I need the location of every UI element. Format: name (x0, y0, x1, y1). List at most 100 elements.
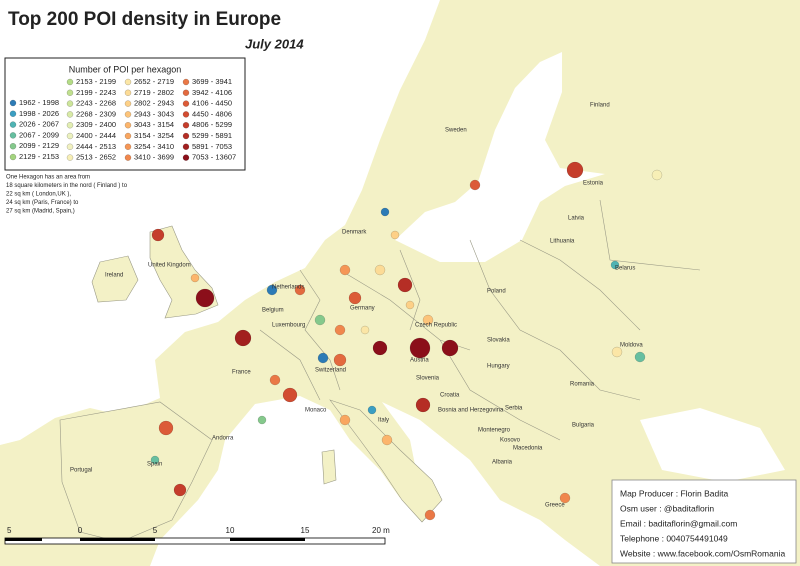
poi (360, 325, 370, 335)
scale-frame (4, 537, 386, 545)
poi (409, 337, 431, 359)
country-label: Croatia (440, 393, 460, 399)
poi (334, 324, 346, 336)
poi (339, 414, 351, 426)
country-label: Romania (570, 382, 595, 388)
baltic-sea (395, 52, 605, 262)
credits-box (611, 479, 797, 564)
legend-swatch (66, 121, 74, 129)
black-sea (640, 408, 785, 482)
poi (372, 340, 388, 356)
country-label: Germany (350, 306, 375, 312)
legend-swatch (9, 142, 17, 150)
legend-label: 4450 - 4806 (192, 109, 232, 118)
poi (634, 351, 646, 363)
poi (610, 260, 620, 270)
country-label: Czech Republic (415, 323, 457, 329)
country-label: Monaco (305, 408, 327, 414)
legend-swatch (9, 110, 17, 118)
poi (151, 228, 165, 242)
note: One Hexagon has an area from 18 square ki… (6, 175, 128, 215)
poi (190, 273, 200, 283)
country-label: Greece (545, 503, 565, 509)
scale-label: 20 m (372, 526, 390, 535)
country-label: Bosnia and Herzegovina (438, 408, 504, 414)
border (259, 199, 701, 441)
mediterranean-sea (150, 396, 600, 566)
legend-swatch (124, 154, 132, 161)
country-label: Hungary (487, 364, 510, 370)
scale-segment (80, 538, 155, 541)
poi (150, 455, 160, 465)
poi (469, 179, 481, 191)
legend-swatch (182, 154, 190, 161)
scale-label: 15 (301, 526, 310, 535)
legend-swatch (124, 121, 132, 129)
poi (314, 314, 326, 326)
scale-segment (5, 538, 42, 541)
poi (390, 230, 400, 240)
country-label: Luxembourg (272, 323, 305, 329)
legend-swatch (182, 78, 190, 86)
scale-label: 10 (226, 526, 235, 535)
country-label: Poland (487, 289, 506, 295)
poi (257, 415, 267, 425)
credits: Map Producer : Florin Badita Osm user : @… (611, 479, 797, 564)
country-label: Moldova (620, 343, 643, 349)
poi (348, 291, 362, 305)
legend-label: 2719 - 2802 (134, 88, 174, 97)
legend-label: 2099 - 2129 (19, 141, 59, 150)
poi (173, 483, 187, 497)
note-line: 24 sq km (Paris, France) to (6, 200, 79, 206)
scale-label: 5 (7, 526, 12, 535)
sardinia-land (321, 449, 337, 485)
scale-label: 5 (153, 526, 158, 535)
country-label: Latvia (568, 216, 585, 222)
legend-label: 2243 - 2268 (76, 99, 116, 108)
country-label: United Kingdom (148, 263, 191, 269)
legend-label: 5299 - 5891 (192, 131, 232, 140)
legend-swatch (124, 132, 132, 140)
iberia-land (59, 401, 213, 543)
legend-swatch (182, 132, 190, 140)
poi (269, 374, 281, 386)
legend-title: Number of POI per hexagon (69, 64, 182, 74)
country-label: Finland (590, 103, 610, 109)
credit-line: Osm user : @baditaflorin (620, 503, 714, 513)
legend-label: 4106 - 4450 (192, 99, 232, 108)
poi (234, 329, 252, 347)
poi (380, 207, 390, 217)
legend-swatch (66, 111, 74, 118)
credit-line: Email : baditaflorin@gmail.com (620, 518, 737, 528)
legend-label: 5891 - 7053 (192, 142, 232, 151)
poi (651, 169, 663, 181)
legend-label: 2400 - 2444 (76, 131, 116, 140)
legend-label: 2026 - 2067 (19, 120, 59, 129)
country-label: Bulgaria (572, 423, 595, 429)
poi (367, 405, 377, 415)
scale-bar: 5 0 5 10 15 20 m (4, 526, 390, 545)
country-label: France (232, 370, 251, 376)
country-label: Netherlands (272, 285, 304, 291)
legend-swatch (9, 99, 17, 107)
legend-label: 2943 - 3043 (134, 109, 174, 118)
country-label: Serbia (505, 406, 523, 412)
country-label: Belarus (615, 266, 635, 272)
legend-swatch (182, 100, 190, 107)
legend-box (4, 57, 246, 171)
legend-label: 7053 - 13607 (192, 153, 236, 162)
legend-swatch (124, 100, 132, 107)
poi (294, 284, 306, 296)
legend-label: 2652 - 2719 (134, 77, 174, 86)
legend: Number of POI per hexagon 1962 - 1998 199… (4, 57, 246, 171)
legend-label: 2802 - 2943 (134, 99, 174, 108)
legend-label: 3942 - 4106 (192, 88, 232, 97)
poi (158, 420, 174, 436)
country-label: Kosovo (500, 438, 521, 444)
poi (339, 264, 351, 276)
legend-swatch (182, 121, 190, 129)
country-label: Italy (378, 418, 389, 424)
note-line: 22 sq km ( London,UK ), (6, 192, 71, 198)
legend-label: 1998 - 2026 (19, 109, 59, 118)
legend-label: 2153 - 2199 (76, 77, 116, 86)
